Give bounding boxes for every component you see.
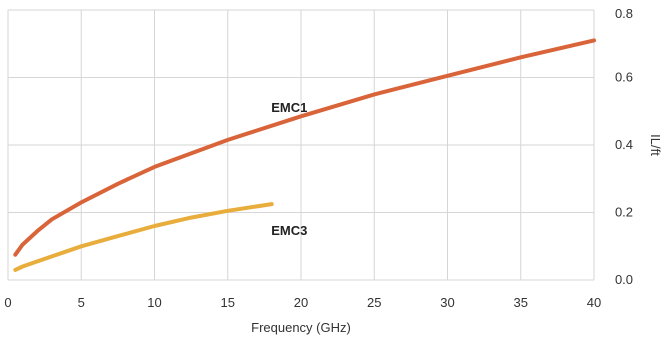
tick-labels: 0 5 10 15 20 25 30 35 40 0.0 0.2 0.4 0.6 0.8 bbox=[4, 6, 633, 310]
y-tick-label: 0.6 bbox=[615, 70, 633, 85]
y-tick-label: 0.2 bbox=[615, 205, 633, 220]
series-line-emc3 bbox=[13, 202, 274, 272]
x-tick-label: 35 bbox=[514, 295, 528, 310]
series-label-emc1: EMC1 bbox=[271, 100, 307, 115]
x-tick-label: 15 bbox=[221, 295, 235, 310]
y-tick-label: 0.8 bbox=[615, 6, 633, 21]
grid bbox=[7, 9, 595, 281]
y-tick-label: 0.0 bbox=[615, 272, 633, 287]
series-line-emc1 bbox=[13, 38, 596, 257]
labels: EMC1 EMC3 bbox=[271, 100, 307, 238]
x-tick-label: 40 bbox=[587, 295, 601, 310]
x-tick-label: 0 bbox=[4, 295, 11, 310]
x-tick-label: 20 bbox=[294, 295, 308, 310]
x-tick-label: 5 bbox=[78, 295, 85, 310]
x-tick-label: 25 bbox=[367, 295, 381, 310]
y-tick-label: 0.4 bbox=[615, 137, 633, 152]
x-tick-label: 30 bbox=[440, 295, 454, 310]
series-label-emc3: EMC3 bbox=[271, 223, 307, 238]
x-axis-title: Frequency (GHz) bbox=[251, 320, 351, 335]
x-tick-label: 10 bbox=[147, 295, 161, 310]
series-layer bbox=[13, 38, 596, 272]
y-axis-title: IL/ft bbox=[648, 134, 663, 156]
